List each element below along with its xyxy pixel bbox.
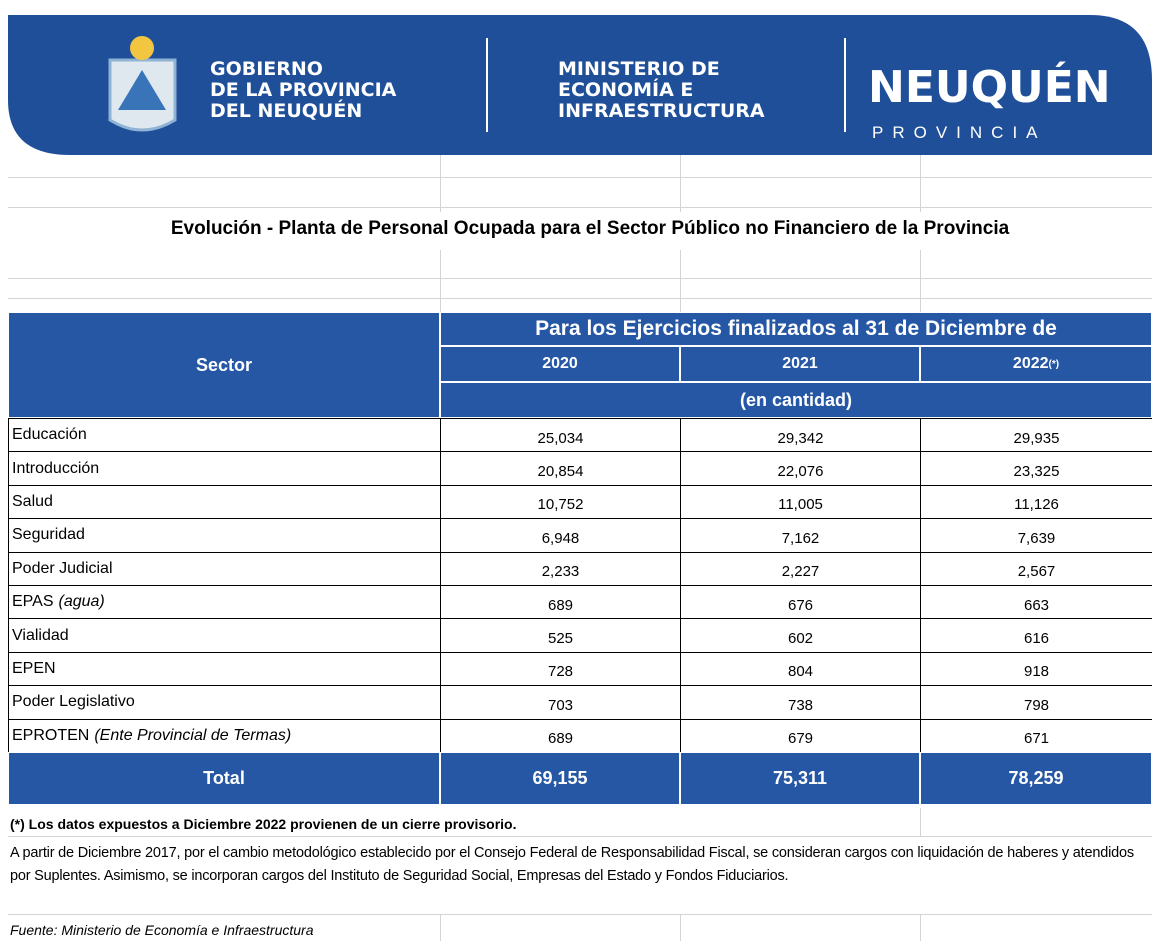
year-header: 2022 (*) bbox=[920, 346, 1152, 382]
value-cell: 29,342 bbox=[680, 418, 921, 453]
source: Fuente: Ministerio de Economía e Infraes… bbox=[10, 922, 314, 938]
value-cell: 2,227 bbox=[680, 551, 921, 586]
value-cell: 616 bbox=[920, 618, 1152, 653]
year: 2022 bbox=[1012, 355, 1049, 372]
year-header: 2020 bbox=[440, 346, 680, 382]
value-cell: 23,325 bbox=[920, 451, 1152, 486]
gob-1: GOBIERNO bbox=[210, 58, 323, 80]
grid bbox=[920, 250, 921, 312]
value-cell: 525 bbox=[440, 618, 681, 653]
sector-cell: Seguridad bbox=[8, 518, 441, 553]
sector-cell: Educación bbox=[8, 418, 441, 453]
total-value: 78,259 bbox=[920, 752, 1152, 805]
min-2: ECONOMÍA E bbox=[558, 78, 693, 101]
grid bbox=[680, 250, 681, 312]
gob-3: DEL NEUQUÉN bbox=[210, 99, 362, 122]
total-label: Total bbox=[8, 752, 440, 805]
min-1: MINISTERIO DE bbox=[558, 58, 720, 80]
sector-note: (Ente Provincial de Termas) bbox=[94, 726, 292, 744]
sector: Salud bbox=[12, 492, 53, 510]
year-header: 2021 bbox=[680, 346, 920, 382]
brand-sub: PROVINCIA bbox=[872, 123, 1047, 142]
value-cell: 663 bbox=[920, 585, 1152, 620]
grid bbox=[680, 914, 681, 941]
total-value: 69,155 bbox=[440, 752, 680, 805]
grid bbox=[8, 836, 1152, 837]
value-cell: 7,639 bbox=[920, 518, 1152, 553]
value-cell: 676 bbox=[680, 585, 921, 620]
grid bbox=[680, 155, 681, 212]
year-mark: (*) bbox=[1048, 358, 1060, 370]
sector: Educación bbox=[12, 426, 87, 444]
period-header: Para los Ejercicios finalizados al 31 de… bbox=[440, 312, 1152, 346]
grid bbox=[8, 914, 1152, 915]
grid bbox=[440, 155, 441, 212]
sector-cell: EPROTEN (Ente Provincial de Termas) bbox=[8, 718, 441, 753]
grid bbox=[440, 250, 441, 312]
title: Evolución - Planta de Personal Ocupada p… bbox=[170, 218, 1010, 239]
sector: Introducción bbox=[12, 459, 100, 477]
value-cell: 29,935 bbox=[920, 418, 1152, 453]
sector: EPAS bbox=[12, 593, 54, 611]
grid bbox=[8, 278, 1152, 279]
total-value: 75,311 bbox=[680, 752, 920, 805]
value-cell: 25,034 bbox=[440, 418, 681, 453]
gob-2: DE LA PROVINCIA bbox=[210, 79, 397, 101]
grid bbox=[920, 914, 921, 941]
note-provisional: (*) Los datos expuestos a Diciembre 2022… bbox=[10, 816, 517, 832]
note-method: A partir de Diciembre 2017, por el cambi… bbox=[10, 845, 1134, 884]
value-cell: 728 bbox=[440, 651, 681, 687]
value-cell: 689 bbox=[440, 585, 681, 620]
sector-cell: Introducción bbox=[8, 451, 441, 486]
min-3: INFRAESTRUCTURA bbox=[558, 100, 765, 122]
sector-cell: Vialidad bbox=[8, 618, 441, 653]
value-cell: 6,948 bbox=[440, 518, 681, 553]
value-cell: 602 bbox=[680, 618, 921, 653]
sector-cell: EPEN bbox=[8, 651, 441, 687]
value-cell: 22,076 bbox=[680, 451, 921, 486]
value-cell: 798 bbox=[920, 685, 1152, 720]
grid bbox=[440, 914, 441, 941]
value-cell: 703 bbox=[440, 685, 681, 720]
value-cell: 918 bbox=[920, 651, 1152, 687]
value-cell: 11,126 bbox=[920, 484, 1152, 520]
year: 2021 bbox=[782, 355, 818, 372]
sector: Vialidad bbox=[12, 626, 69, 644]
sector-cell: Poder Legislativo bbox=[8, 685, 441, 720]
banner: GOBIERNO DE LA PROVINCIA DEL NEUQUÉN MIN… bbox=[8, 15, 1152, 155]
sector: Seguridad bbox=[12, 526, 85, 544]
unit: (en cantidad) bbox=[440, 382, 1152, 418]
sector: Poder Legislativo bbox=[12, 693, 135, 711]
grid bbox=[8, 207, 1152, 208]
value-cell: 11,005 bbox=[680, 484, 921, 520]
value-cell: 671 bbox=[920, 718, 1152, 753]
value-cell: 804 bbox=[680, 651, 921, 687]
grid bbox=[920, 155, 921, 212]
sector: EPROTEN bbox=[12, 726, 90, 744]
grid bbox=[8, 177, 1152, 178]
value-cell: 10,752 bbox=[440, 484, 681, 520]
year: 2020 bbox=[542, 355, 578, 372]
value-cell: 20,854 bbox=[440, 451, 681, 486]
value-cell: 2,233 bbox=[440, 551, 681, 586]
value-cell: 2,567 bbox=[920, 551, 1152, 586]
value-cell: 689 bbox=[440, 718, 681, 753]
sector-cell: Salud bbox=[8, 484, 441, 520]
sector: EPEN bbox=[12, 659, 56, 677]
sector: Poder Judicial bbox=[12, 559, 113, 577]
grid bbox=[920, 808, 921, 836]
brand: NEUQUÉN bbox=[868, 60, 1111, 113]
grid bbox=[8, 298, 1152, 299]
sector-cell: EPAS (agua) bbox=[8, 585, 441, 620]
sector-header: Sector bbox=[8, 312, 440, 418]
value-cell: 679 bbox=[680, 718, 921, 753]
sector-cell: Poder Judicial bbox=[8, 551, 441, 586]
value-cell: 7,162 bbox=[680, 518, 921, 553]
value-cell: 738 bbox=[680, 685, 921, 720]
sector-note: (agua) bbox=[58, 593, 105, 611]
